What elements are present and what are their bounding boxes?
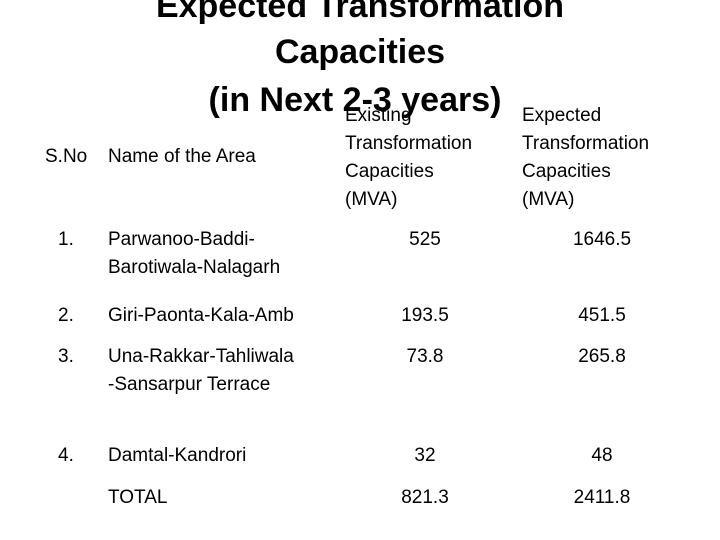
total-existing: 821.3 xyxy=(401,487,449,508)
serial-number: 3. xyxy=(58,346,74,367)
area-name: Damtal-Kandrori xyxy=(108,445,247,466)
existing-capacity: 32 xyxy=(414,445,436,466)
existing-capacity: 193.5 xyxy=(401,305,449,326)
serial-number: 4. xyxy=(58,445,74,466)
header-cell: Name of the Area xyxy=(108,146,256,167)
existing-capacity: 73.8 xyxy=(406,346,444,367)
expected-capacity: 265.8 xyxy=(578,346,626,367)
area-name: Parwanoo-Baddi- Barotiwala-Nalagarh xyxy=(108,229,281,278)
serial-number: 2. xyxy=(58,305,74,326)
title-line: Capacities xyxy=(274,33,446,71)
expected-capacity: 451.5 xyxy=(578,305,626,326)
area-name: Una-Rakkar-Tahliwala -Sansarpur Terrace xyxy=(108,346,294,395)
title-line: (in Next 2-3 years) xyxy=(208,81,502,119)
total-label: TOTAL xyxy=(108,487,168,508)
existing-capacity: 525 xyxy=(409,229,441,250)
expected-capacity: 1646.5 xyxy=(572,229,632,250)
total-expected: 2411.8 xyxy=(573,487,631,508)
header-cell: S.No xyxy=(45,146,88,167)
area-name: Giri-Paonta-Kala-Amb xyxy=(108,305,294,326)
serial-number: 1. xyxy=(58,229,74,250)
header-cell: Expected Transformation Capacities (MVA) xyxy=(522,105,650,210)
title-line: Expected Transformation xyxy=(155,0,565,25)
header-cell: Existing Transformation Capacities (MVA) xyxy=(345,105,473,210)
expected-capacity: 48 xyxy=(591,445,613,466)
